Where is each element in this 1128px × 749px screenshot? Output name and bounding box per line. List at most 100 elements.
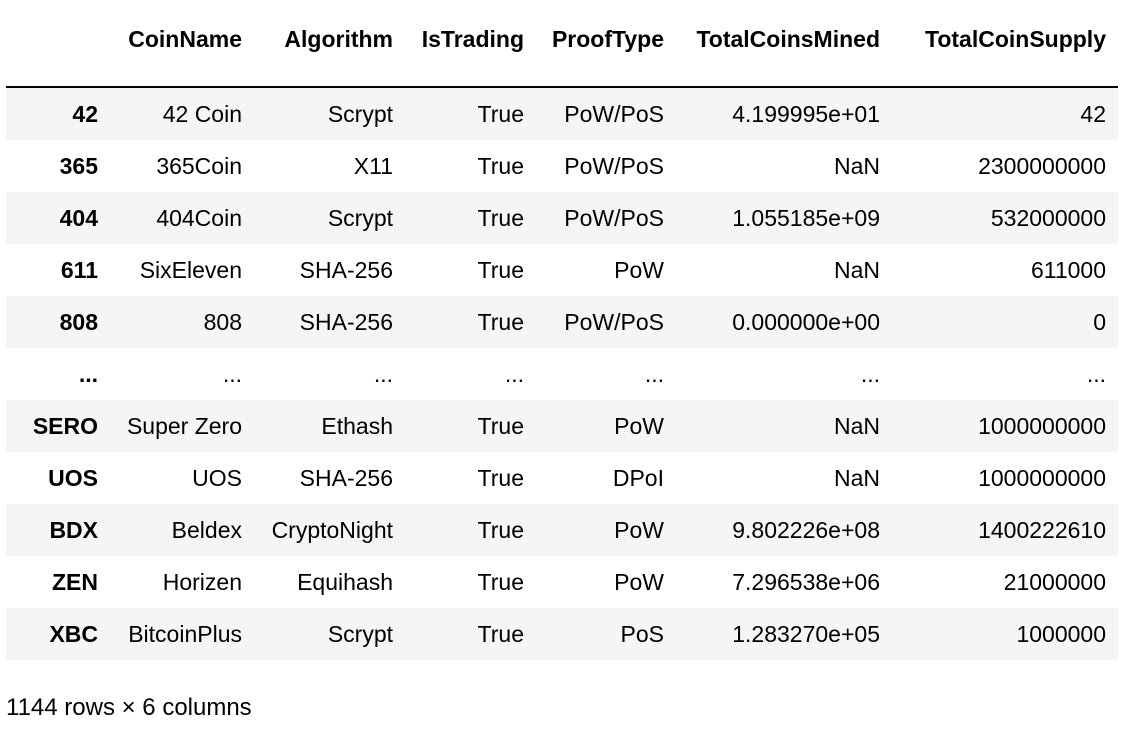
cell-prooftype: ... [644,360,664,387]
cell-istrading: True [477,204,524,231]
cell-istrading: True [477,412,524,439]
table-row: 365 365Coin X11 True PoW/PoS NaN 2300000… [6,140,1118,192]
cell-coinname: 365Coin [156,152,242,179]
cell-coinname: BitcoinPlus [128,620,242,647]
table-shape-summary: 1144 rows × 6 columns [6,694,252,721]
column-header-index [6,12,110,88]
row-index: 611 [60,256,98,283]
table-row: XBC BitcoinPlus Scrypt True PoS 1.283270… [6,608,1118,660]
cell-algorithm: Ethash [321,412,393,439]
cell-coinname: UOS [192,464,242,491]
cell-prooftype: PoS [620,620,664,647]
cell-coinname: Horizen [162,568,242,595]
cell-totalcoinsmined: 0.000000e+00 [732,308,880,335]
table-row: 404 404Coin Scrypt True PoW/PoS 1.055185… [6,192,1118,244]
cell-prooftype: PoW/PoS [564,152,664,179]
column-header-totalcoinsupply: TotalCoinSupply [892,12,1118,88]
cell-prooftype: PoW [614,256,664,283]
cell-totalcoinsmined: NaN [833,412,880,439]
cell-istrading: ... [504,360,524,387]
cell-algorithm: Scrypt [327,204,393,231]
cell-algorithm: Equihash [297,568,393,595]
cell-prooftype: PoW/PoS [564,204,664,231]
cell-coinname: 42 Coin [162,100,242,127]
cell-totalcoinsupply: 2300000000 [978,152,1106,179]
cell-istrading: True [477,516,524,543]
row-index: BDX [49,516,98,543]
header-row: CoinName Algorithm IsTrading ProofType T… [6,12,1118,88]
cell-totalcoinsmined: NaN [833,256,880,283]
cell-prooftype: DPoI [612,464,664,491]
row-index: SERO [32,412,98,439]
row-index: 404 [59,204,98,231]
column-header-coinname: CoinName [110,12,254,88]
cell-totalcoinsupply: 532000000 [990,204,1106,231]
cell-algorithm: SHA-256 [299,464,393,491]
cell-totalcoinsupply: 1000000000 [978,464,1106,491]
cell-coinname: SixEleven [139,256,242,283]
cell-totalcoinsmined: ... [860,360,880,387]
cell-totalcoinsmined: 1.283270e+05 [732,620,880,647]
cell-totalcoinsupply: 1400222610 [978,516,1106,543]
table-row: 808 808 SHA-256 True PoW/PoS 0.000000e+0… [6,296,1118,348]
cell-coinname: ... [222,360,242,387]
row-index: 365 [59,152,98,179]
cell-totalcoinsupply: 0 [1093,308,1106,335]
row-index: 42 [72,100,98,127]
cell-istrading: True [477,308,524,335]
cell-prooftype: PoW/PoS [564,308,664,335]
cell-totalcoinsmined: 9.802226e+08 [732,516,880,543]
cell-algorithm: SHA-256 [299,256,393,283]
cell-totalcoinsupply: ... [1086,360,1106,387]
cell-totalcoinsmined: NaN [833,464,880,491]
row-index: 808 [59,308,98,335]
row-index: ... [78,360,98,387]
column-header-istrading: IsTrading [405,12,536,88]
row-index: XBC [49,620,98,647]
cell-totalcoinsupply: 1000000 [1016,620,1106,647]
table-body: 42 42 Coin Scrypt True PoW/PoS 4.199995e… [6,87,1118,660]
table-row: UOS UOS SHA-256 True DPoI NaN 1000000000 [6,452,1118,504]
cell-algorithm: X11 [353,152,393,179]
cell-coinname: Beldex [171,516,242,543]
cell-totalcoinsmined: 1.055185e+09 [732,204,880,231]
cell-totalcoinsmined: NaN [833,152,880,179]
cell-coinname: 404Coin [156,204,242,231]
cell-totalcoinsupply: 611000 [1030,256,1106,283]
column-header-algorithm: Algorithm [254,12,405,88]
cell-prooftype: PoW/PoS [564,100,664,127]
table-row: ZEN Horizen Equihash True PoW 7.296538e+… [6,556,1118,608]
row-index: ZEN [52,568,98,595]
cell-algorithm: Scrypt [327,620,393,647]
cell-algorithm: SHA-256 [299,308,393,335]
cell-istrading: True [477,464,524,491]
table-row-ellipsis: ... ... ... ... ... ... ... [6,348,1118,400]
cell-coinname: 808 [203,308,242,335]
cell-istrading: True [477,568,524,595]
cell-algorithm: ... [373,360,393,387]
cell-algorithm: Scrypt [327,100,393,127]
table-row: 611 SixEleven SHA-256 True PoW NaN 61100… [6,244,1118,296]
row-index: UOS [48,464,98,491]
column-header-totalcoinsmined: TotalCoinsMined [676,12,892,88]
cell-prooftype: PoW [614,516,664,543]
cell-coinname: Super Zero [126,412,242,439]
cell-totalcoinsupply: 1000000000 [978,412,1106,439]
dataframe-table: CoinName Algorithm IsTrading ProofType T… [6,12,1118,660]
table-header: CoinName Algorithm IsTrading ProofType T… [6,12,1118,88]
cell-totalcoinsupply: 21000000 [1003,568,1106,595]
cell-totalcoinsmined: 4.199995e+01 [732,100,880,127]
cell-istrading: True [477,152,524,179]
cell-istrading: True [477,620,524,647]
cell-prooftype: PoW [614,568,664,595]
cell-totalcoinsmined: 7.296538e+06 [732,568,880,595]
cell-istrading: True [477,100,524,127]
table-row: BDX Beldex CryptoNight True PoW 9.802226… [6,504,1118,556]
cell-prooftype: PoW [614,412,664,439]
column-header-prooftype: ProofType [536,12,676,88]
cell-totalcoinsupply: 42 [1080,100,1106,127]
cell-istrading: True [477,256,524,283]
table-row: 42 42 Coin Scrypt True PoW/PoS 4.199995e… [6,87,1118,140]
cell-algorithm: CryptoNight [271,516,393,543]
